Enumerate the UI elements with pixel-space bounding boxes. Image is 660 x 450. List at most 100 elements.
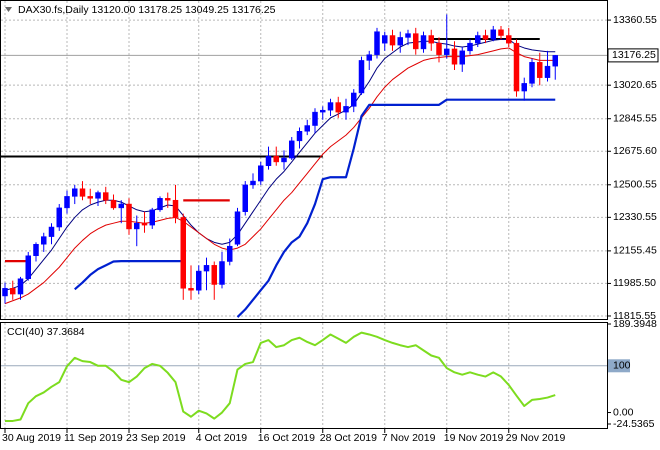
candle-body xyxy=(250,180,256,186)
header-close: 13176.25 xyxy=(232,4,276,16)
x-tick-label: 11 Sep 2019 xyxy=(64,432,123,444)
candle-body xyxy=(227,245,233,262)
y-tick-label: 11815.55 xyxy=(613,310,656,322)
symbol-title: DAX30.fs,Daily xyxy=(18,4,89,16)
candle-body xyxy=(304,125,310,132)
marks xyxy=(1,14,607,422)
candle-body xyxy=(467,42,473,52)
y-tick-label: 13020.65 xyxy=(613,79,657,91)
candle-body xyxy=(544,65,551,78)
y-tick-label: 12845.55 xyxy=(613,113,657,125)
candle-body xyxy=(475,35,481,44)
indicator-line xyxy=(5,331,556,422)
indicator-tick-label: 0.00 xyxy=(613,406,634,418)
candle-body xyxy=(482,35,489,40)
candle-body xyxy=(358,60,365,94)
candle-body xyxy=(180,217,186,289)
candle-body xyxy=(320,109,326,113)
candle-body xyxy=(265,155,272,166)
candle-body xyxy=(141,222,148,226)
candle-body xyxy=(459,50,465,65)
candle-body xyxy=(172,199,179,218)
x-tick-label: 16 Oct 2019 xyxy=(258,432,315,444)
x-tick-label: 4 Oct 2019 xyxy=(196,432,248,444)
y-tick-label: 12155.45 xyxy=(613,245,657,257)
candle-body xyxy=(126,203,132,230)
indicator-pane xyxy=(0,322,608,429)
candle-body xyxy=(110,199,117,209)
candle-body xyxy=(242,184,248,212)
candle-body xyxy=(56,207,62,228)
candle-body xyxy=(513,42,520,92)
candle-body xyxy=(165,198,171,201)
last-price-box xyxy=(607,48,659,63)
candle-body xyxy=(258,165,264,182)
indicator-title: CCI(40) xyxy=(7,326,44,338)
candle-body xyxy=(436,42,442,55)
y-tick-label: 12500.55 xyxy=(613,179,657,191)
indicator-tick-label: 189.3948 xyxy=(613,318,657,330)
header-open: 13120.00 xyxy=(92,4,136,16)
grid xyxy=(1,1,611,433)
candle-body xyxy=(312,111,318,126)
candle-body xyxy=(389,35,396,46)
candle-body xyxy=(48,226,55,237)
candle-body xyxy=(451,48,458,65)
candle-body xyxy=(444,48,450,55)
chart-header: DAX30.fs,Daily 13120.00 13178.25 13049.2… xyxy=(18,4,276,16)
y-tick-label: 11985.50 xyxy=(613,277,656,289)
candle-body xyxy=(420,35,427,50)
candle-body xyxy=(219,261,225,285)
candle-body xyxy=(211,265,217,285)
y-tick-label: 12330.55 xyxy=(613,211,657,223)
candle-body xyxy=(296,131,303,142)
candle-body xyxy=(33,244,39,257)
x-tick-label: 30 Aug 2019 xyxy=(2,432,61,444)
header-high: 13178.25 xyxy=(138,4,182,16)
candle-body xyxy=(72,188,78,197)
overlay-line xyxy=(74,98,556,318)
candle-body xyxy=(374,31,380,55)
overlay-line xyxy=(4,38,556,291)
candle-body xyxy=(506,35,512,44)
candle-body xyxy=(335,102,341,113)
x-tick-label: 19 Nov 2019 xyxy=(444,432,504,444)
candle-body xyxy=(397,37,403,46)
indicator-tick-label: 100 xyxy=(613,360,631,372)
overlay-line xyxy=(5,199,230,263)
candle-body xyxy=(327,102,334,111)
candle-body xyxy=(95,192,101,199)
candle-body xyxy=(351,92,357,107)
candle-body xyxy=(529,62,535,84)
candle-body xyxy=(289,140,295,159)
candle-body xyxy=(118,203,124,209)
candle-body xyxy=(234,211,241,245)
candle-body xyxy=(203,265,210,272)
candle-body xyxy=(41,236,47,245)
candle-body xyxy=(413,33,419,50)
candle-body xyxy=(498,29,504,36)
y-tick-label: 13360.55 xyxy=(613,14,657,26)
header-low: 13049.25 xyxy=(185,4,229,16)
x-tick-label: 28 Oct 2019 xyxy=(320,432,377,444)
candle-body xyxy=(490,29,496,40)
candle-body xyxy=(134,222,140,230)
candle-body xyxy=(157,198,163,211)
candle-body xyxy=(10,288,16,295)
candle-body xyxy=(25,255,31,279)
y-tick-label: 12675.60 xyxy=(613,145,657,157)
header-icon xyxy=(5,7,12,12)
candle-body xyxy=(17,278,24,295)
candle-body xyxy=(281,157,287,163)
candle-body xyxy=(79,188,86,197)
candle-body xyxy=(2,288,8,297)
candle-body xyxy=(343,106,349,113)
x-tick-label: 23 Sep 2019 xyxy=(126,432,186,444)
x-tick-label: 7 Nov 2019 xyxy=(382,432,436,444)
candle-body xyxy=(188,288,194,291)
candle-body xyxy=(149,209,155,226)
x-tick-label: 29 Nov 2019 xyxy=(506,432,566,444)
candle-body xyxy=(87,196,93,199)
candle-body xyxy=(428,35,434,44)
